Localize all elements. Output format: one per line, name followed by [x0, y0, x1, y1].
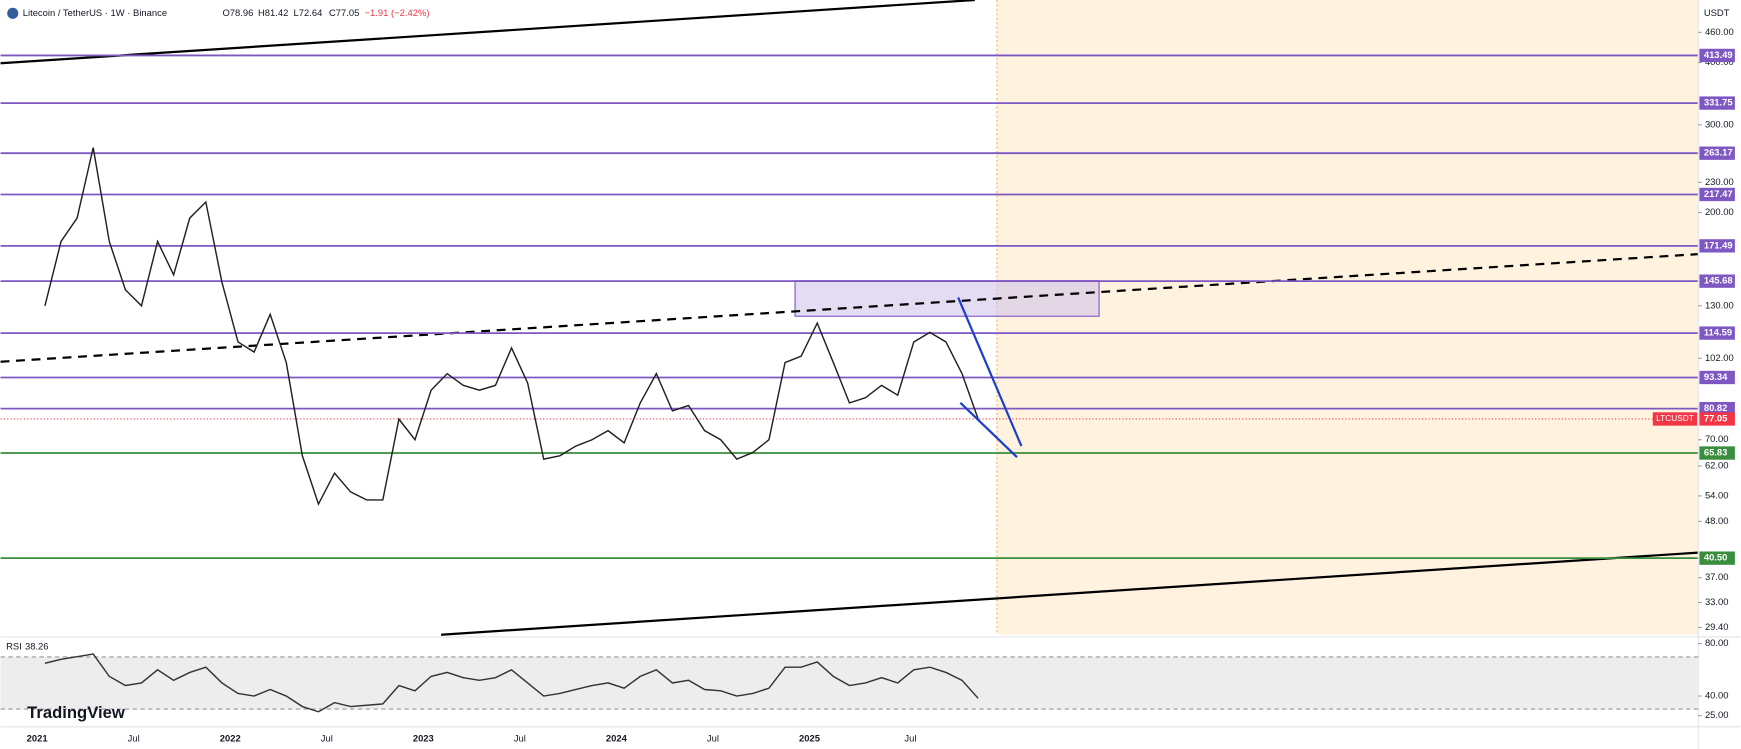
symbol-label: LTCUSDT: [1656, 413, 1694, 423]
price-plot: [44, 147, 979, 506]
wedge-line: [959, 401, 1018, 458]
supply-box: [794, 280, 1100, 317]
axes: 460.00400.00300.00230.00200.00130.00102.…: [27, 26, 1735, 743]
rsi-tick-label: 25.00: [1705, 709, 1729, 720]
rsi-tick-label: 80.00: [1705, 637, 1729, 648]
level-label: 65.83: [1704, 447, 1728, 458]
time-label: 2023: [413, 732, 434, 743]
y-tick-label: 37.00: [1705, 571, 1729, 582]
level-label: 171.49: [1704, 239, 1733, 250]
level-label: 331.75: [1704, 97, 1733, 108]
time-label: 2024: [606, 732, 628, 743]
y-tick-label: 200.00: [1705, 206, 1734, 217]
symbol-title[interactable]: Litecoin / TetherUS · 1W · Binance: [23, 7, 167, 18]
rsi-name: RSI: [6, 640, 22, 651]
price-line: [44, 147, 979, 506]
trend-line: [441, 551, 1699, 636]
y-tick-label: 300.00: [1705, 118, 1734, 129]
ohlc-change: −1.91 (−2.42%): [365, 7, 430, 18]
time-label: Jul: [904, 732, 916, 743]
wedge-line: [957, 296, 1023, 447]
y-tick-label: 33.00: [1705, 596, 1729, 607]
y-tick-label: 54.00: [1705, 489, 1729, 500]
ohlc-open: O78.96: [222, 7, 253, 18]
level-tag: [1699, 551, 1735, 565]
rsi-band: [0, 656, 1699, 710]
level-label: 413.49: [1704, 49, 1733, 60]
level-tag: [1699, 96, 1735, 110]
symbol-tag: [1652, 412, 1698, 426]
y-tick-label: 460.00: [1705, 26, 1734, 37]
y-tick-label: 230.00: [1705, 176, 1734, 187]
time-label: 2025: [799, 732, 820, 743]
y-tick-label: 48.00: [1705, 515, 1729, 526]
time-label: Jul: [707, 732, 719, 743]
rsi-pane: [44, 653, 979, 713]
level-tag: [1699, 48, 1735, 63]
dashed-trend-line: [0, 252, 1699, 363]
level-tag: [1699, 146, 1735, 160]
level-tag: [1699, 274, 1735, 288]
y-tick-label: 102.00: [1705, 352, 1734, 363]
y-tick-label: 130.00: [1705, 299, 1734, 310]
level-tag: [1699, 446, 1735, 460]
trend-line: [0, 0, 975, 65]
levels: [0, 54, 1699, 560]
ohlc-low: L72.64: [293, 7, 322, 18]
time-label: Jul: [514, 732, 526, 743]
axis-unit: USDT: [1704, 7, 1730, 18]
brand: TradingView: [27, 703, 125, 722]
level-tag: [1699, 239, 1735, 253]
rsi-tick-label: 40.00: [1705, 690, 1729, 701]
rsi-line: [44, 653, 979, 713]
symbol-icon: [7, 7, 19, 19]
level-label: 217.47: [1704, 188, 1733, 199]
time-label: Jul: [321, 732, 333, 743]
last-price-label: 77.05: [1704, 412, 1728, 423]
level-tag: [1699, 401, 1735, 416]
level-tag: [1699, 187, 1735, 202]
future-zone: [996, 0, 1699, 635]
level-label: 93.34: [1704, 371, 1728, 382]
last-price-tag: [1699, 412, 1735, 426]
level-tag: [1699, 326, 1735, 340]
ohlc-high: H81.42: [258, 7, 288, 18]
level-label: 40.50: [1704, 552, 1728, 563]
level-label: 263.17: [1704, 147, 1733, 158]
time-label: Jul: [128, 732, 140, 743]
y-tick-label: 62.00: [1705, 459, 1729, 470]
time-label: 2022: [220, 732, 241, 743]
time-label: 2021: [27, 732, 48, 743]
ohlc-close: C77.05: [329, 7, 359, 18]
level-label: 145.68: [1704, 275, 1733, 286]
level-label: 80.82: [1704, 402, 1728, 413]
y-tick-label: 29.40: [1705, 621, 1729, 632]
rsi-last: 38.26: [25, 640, 49, 651]
level-tag: [1699, 370, 1735, 385]
level-label: 114.59: [1704, 327, 1732, 338]
y-tick-label: 70.00: [1705, 433, 1729, 444]
